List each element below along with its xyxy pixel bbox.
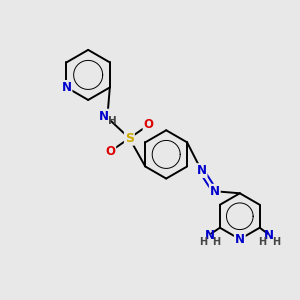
- Text: N: N: [61, 81, 71, 94]
- Text: N: N: [210, 185, 220, 198]
- Text: S: S: [125, 132, 134, 145]
- Text: N: N: [264, 229, 274, 242]
- Text: H: H: [258, 238, 266, 248]
- Text: H: H: [212, 238, 220, 248]
- Text: H: H: [199, 238, 207, 248]
- Text: N: N: [205, 229, 214, 242]
- Text: N: N: [99, 110, 109, 123]
- Text: H: H: [272, 238, 281, 248]
- Text: H: H: [108, 116, 117, 126]
- Text: N: N: [235, 233, 245, 246]
- Text: O: O: [105, 145, 115, 158]
- Text: N: N: [196, 164, 206, 177]
- Text: O: O: [143, 118, 154, 131]
